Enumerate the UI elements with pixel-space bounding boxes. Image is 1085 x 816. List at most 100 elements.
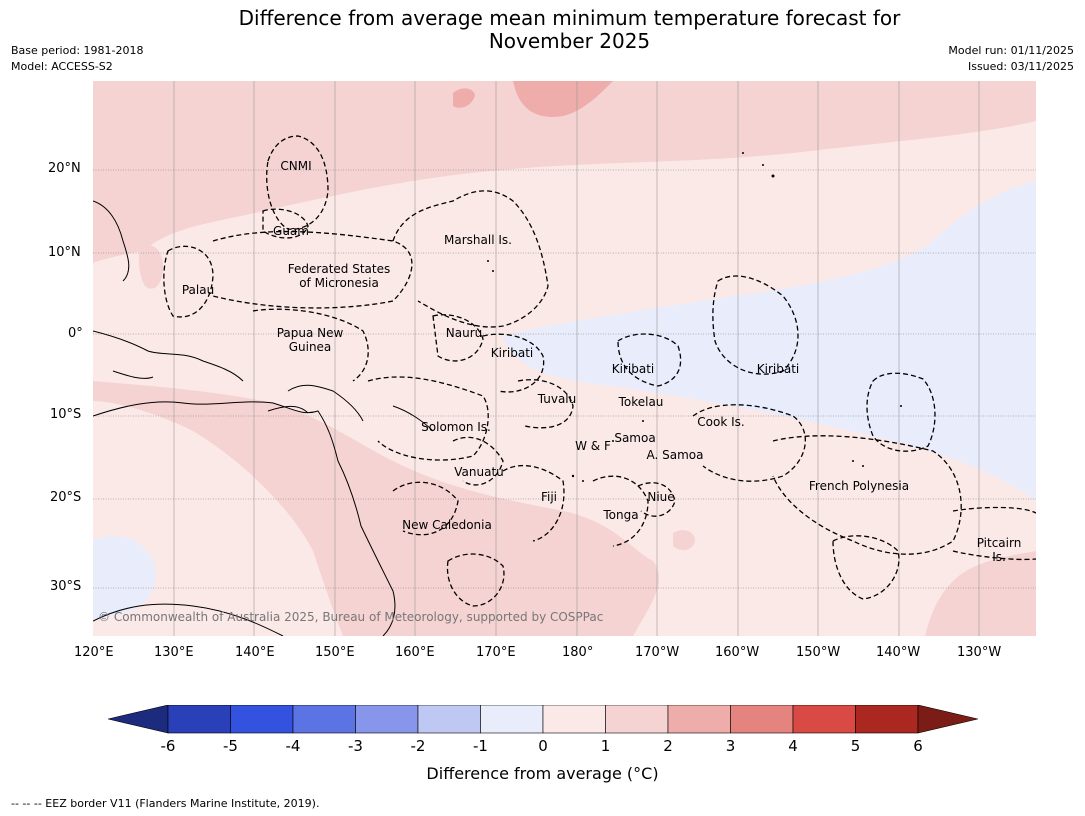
coastlines — [93, 200, 434, 636]
lat-tick-0: 0° — [68, 326, 83, 341]
label-pitcairn-line1: Pitcairn — [976, 536, 1022, 550]
colorbar — [108, 705, 978, 734]
colorbar-bin-3 — [292, 705, 356, 734]
colorbar-bin-10 — [730, 705, 794, 734]
anomaly-cool-east — [503, 181, 1036, 501]
map-panel[interactable]: CNMI Guam Marshall Is. Federated States … — [93, 81, 1036, 636]
anomaly-band-south — [93, 381, 660, 636]
map-canvas — [93, 81, 1036, 636]
label-pitcairn-line2: Is. — [992, 550, 1006, 564]
label-cook-islands: Cook Is. — [697, 415, 745, 429]
label-american-samoa: A. Samoa — [646, 448, 704, 462]
lat-tick-20n: 20°N — [48, 161, 81, 176]
label-niue: Niue — [647, 490, 675, 504]
anomaly-patch-northeast — [1023, 81, 1036, 121]
australia-coast — [93, 401, 396, 636]
lon-tick-160e: 160°E — [395, 645, 435, 660]
eez-marshall — [392, 190, 549, 328]
eez-kiribati-east — [712, 275, 799, 375]
colorbar-tick: 3 — [725, 737, 736, 755]
colorbar-tick: 5 — [850, 737, 861, 755]
colorbar-bin-11 — [792, 705, 856, 734]
colorbar-tick: 0 — [538, 737, 548, 755]
model-run: Model run: 01/11/2025 — [948, 44, 1074, 57]
colorbar-tick: -6 — [160, 737, 176, 755]
eez-newcal — [392, 481, 459, 536]
colorbar-bin-7 — [542, 705, 606, 734]
label-fsm-line1: Federated States — [287, 262, 391, 276]
colorbar-bin-5 — [417, 705, 481, 734]
colorbar-extend-high — [917, 705, 978, 734]
eez-fiji — [502, 464, 565, 542]
label-cnmi: CNMI — [280, 159, 312, 173]
label-guam: Guam — [273, 224, 309, 238]
lon-tick-170e: 170°E — [476, 645, 516, 660]
lon-tick-140w: 140°W — [876, 645, 921, 660]
lat-tick-10n: 10°N — [48, 245, 81, 260]
eez-cnmi — [266, 135, 329, 230]
eez-legend-note: -- -- -- EEZ border V11 (Flanders Marine… — [11, 797, 320, 810]
colorbar-label: Difference from average (°C) — [426, 764, 659, 783]
label-tokelau: Tokelau — [618, 395, 664, 409]
meta-left: Base period: 1981-2018 Model: ACCESS-S2 — [11, 43, 143, 75]
anomaly-patch-southeast — [925, 551, 1036, 636]
colorbar-bin-9 — [667, 705, 731, 734]
anomaly-patch-small — [453, 88, 475, 108]
colorbar-bin-1 — [167, 705, 231, 734]
eez-kiribati-line — [866, 372, 936, 452]
eez-solomon — [367, 376, 489, 461]
anomaly-band-north — [93, 81, 1036, 263]
title-line-1: Difference from average mean minimum tem… — [238, 6, 901, 30]
map-title: Difference from average mean minimum tem… — [0, 7, 1085, 53]
lat-tick-30s: 30°S — [50, 579, 82, 594]
lon-tick-180: 180° — [562, 645, 594, 660]
latitude-gridlines — [93, 169, 1036, 589]
lon-tick-140e: 140°E — [235, 645, 275, 660]
copyright-notice: © Commonwealth of Australia 2025, Bureau… — [98, 610, 604, 624]
lon-tick-150w: 150°W — [796, 645, 841, 660]
anomaly-patch-palau — [138, 244, 163, 289]
island-markers — [487, 152, 902, 482]
label-kiribati-east: Kiribati — [756, 362, 800, 376]
colorbar-bin-4 — [355, 705, 419, 734]
label-tuvalu: Tuvalu — [537, 392, 577, 406]
lon-tick-130w: 130°W — [957, 645, 1002, 660]
colorbar-tick: -1 — [473, 737, 488, 755]
label-french-polynesia: French Polynesia — [808, 479, 910, 493]
colorbar-tick: -5 — [223, 737, 238, 755]
label-tonga: Tonga — [603, 508, 639, 522]
eez-cook — [692, 404, 806, 482]
label-vanuatu: Vanuatu — [454, 465, 504, 479]
eez-south — [446, 553, 505, 607]
model-name: Model: ACCESS-S2 — [11, 60, 113, 73]
colorbar-bin-12 — [855, 705, 919, 734]
eez-palau — [163, 245, 214, 318]
eez-pitcairn — [952, 506, 1036, 561]
lon-tick-120e: 120°E — [74, 645, 114, 660]
anomaly-cool-southwest — [93, 536, 156, 621]
anomaly-patch-north-hot — [513, 81, 613, 117]
label-solomon-islands: Solomon Is. — [421, 420, 491, 434]
eez-png — [252, 308, 369, 382]
lat-tick-10s: 10°S — [50, 407, 82, 422]
meta-right: Model run: 01/11/2025 Issued: 03/11/2025 — [948, 43, 1074, 75]
label-new-caledonia: New Caledonia — [402, 518, 492, 532]
colorbar-extend-low — [108, 705, 169, 734]
base-period: Base period: 1981-2018 — [11, 44, 144, 57]
colorbar-tick: 2 — [663, 737, 673, 755]
colorbar-tick: 6 — [913, 737, 923, 755]
colorbar-tick: 4 — [788, 737, 798, 755]
label-samoa: Samoa — [614, 431, 656, 445]
png-coast — [267, 384, 364, 422]
label-fsm-line2: of Micronesia — [299, 276, 379, 290]
eez-kermadec — [832, 535, 900, 600]
eez-french-polynesia — [772, 435, 962, 555]
colorbar-tick: -3 — [348, 737, 363, 755]
label-png-line2: Guinea — [288, 340, 332, 354]
longitude-gridlines — [173, 81, 980, 636]
eez-borders — [163, 135, 1036, 607]
eez-nauru — [432, 314, 484, 362]
issued-date: Issued: 03/11/2025 — [967, 60, 1074, 73]
colorbar-tick: 1 — [600, 737, 611, 755]
colorbar-tick: -4 — [285, 737, 301, 755]
